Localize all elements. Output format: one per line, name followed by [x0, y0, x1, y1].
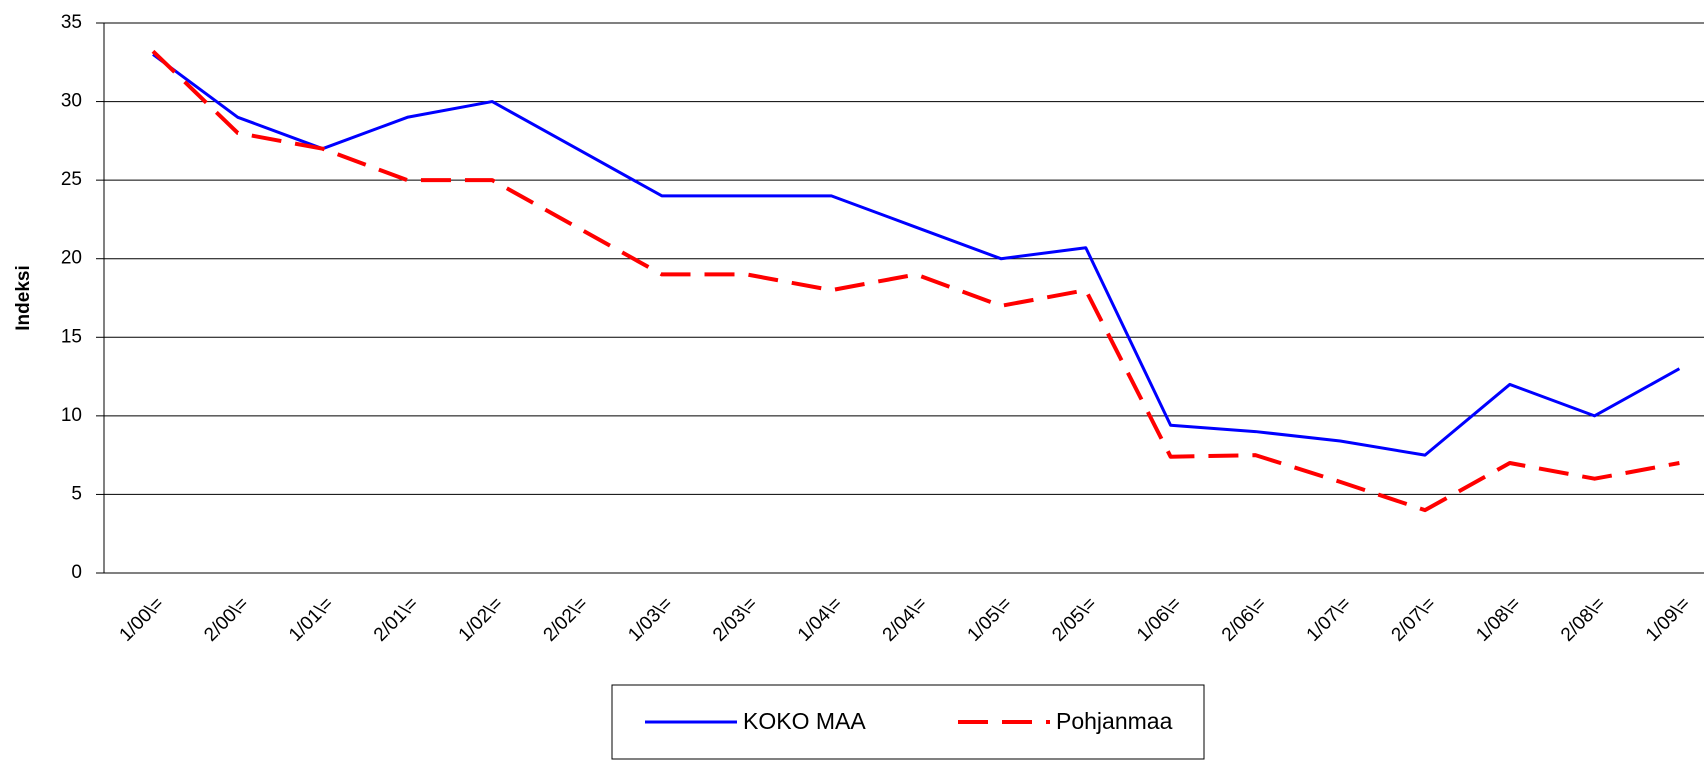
y-tick-label: 10 — [61, 405, 82, 426]
y-tick-label: 35 — [61, 12, 82, 33]
x-tick-label: 2/02\= — [540, 593, 593, 646]
y-tick-label: 20 — [61, 248, 82, 269]
x-tick-label: 1/01\= — [285, 593, 338, 646]
legend-label: Pohjanmaa — [1056, 708, 1173, 734]
y-tick-label: 5 — [71, 483, 82, 504]
line-series — [151, 49, 1680, 513]
legend-label: KOKO MAA — [743, 708, 866, 734]
x-tick-label: 1/09\= — [1642, 593, 1695, 646]
y-tick-label: 0 — [71, 562, 82, 583]
y-tick-label: 30 — [61, 91, 82, 112]
y-axis-label: Indeksi — [13, 265, 34, 330]
x-tick-label: 2/05\= — [1048, 593, 1101, 646]
x-tick-label: 1/04\= — [794, 593, 847, 646]
line-series — [152, 53, 1681, 457]
x-tick-label: 2/08\= — [1557, 593, 1610, 646]
x-tick-label: 2/06\= — [1218, 593, 1271, 646]
x-tick-label: 2/07\= — [1388, 593, 1441, 646]
x-tick-label: 2/03\= — [709, 593, 762, 646]
x-tick-label: 1/03\= — [624, 593, 677, 646]
x-tick-label: 1/07\= — [1303, 593, 1356, 646]
x-tick-label: 1/00\= — [116, 593, 169, 646]
x-tick-label: 1/05\= — [964, 593, 1017, 646]
x-tick-label: 1/08\= — [1472, 593, 1525, 646]
x-tick-label: 2/04\= — [879, 593, 932, 646]
x-tick-label: 2/00\= — [200, 593, 253, 646]
x-tick-label: 1/06\= — [1133, 593, 1186, 646]
x-tick-label: 1/02\= — [455, 593, 508, 646]
y-tick-label: 25 — [61, 169, 82, 190]
x-tick-label: 2/01\= — [370, 593, 423, 646]
y-tick-label: 15 — [61, 326, 82, 347]
